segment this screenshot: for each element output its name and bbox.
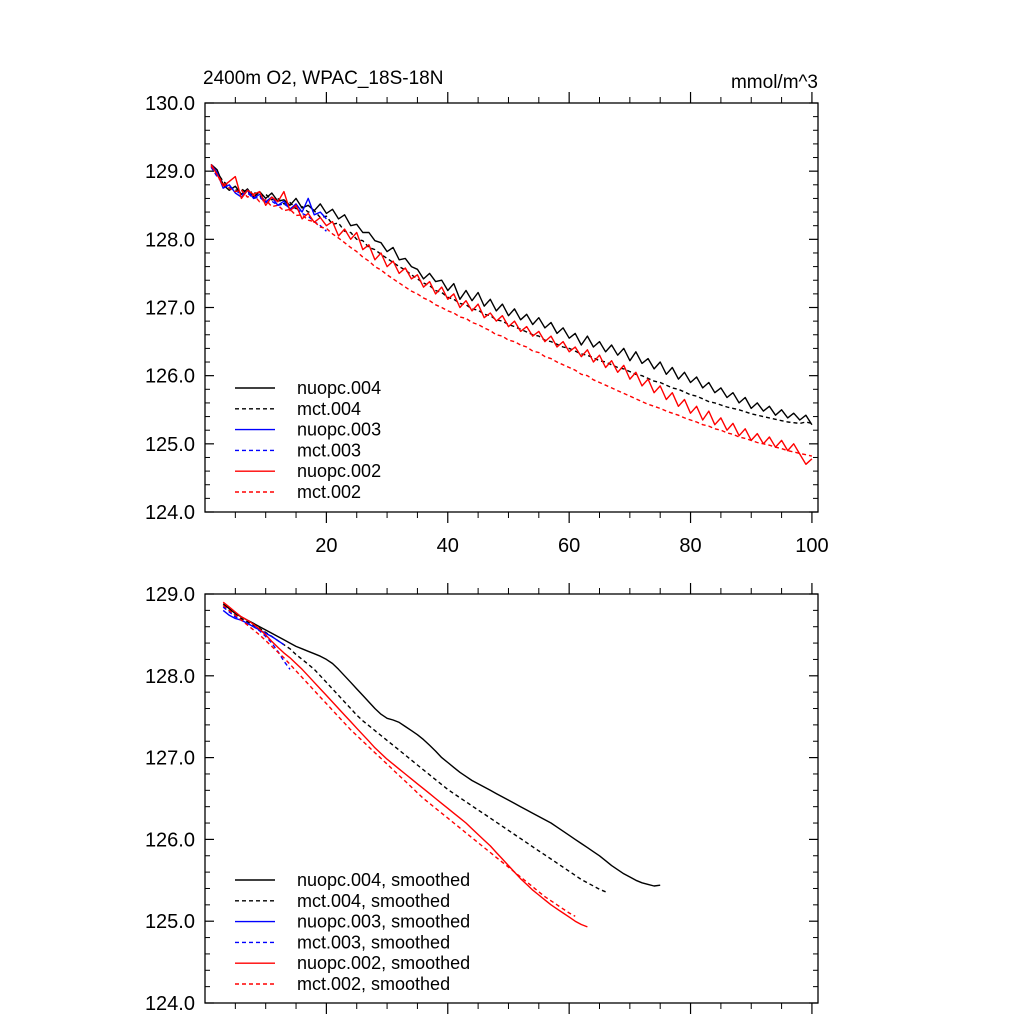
top-series-lines	[210, 163, 813, 465]
x-tick-label: 40	[437, 535, 459, 557]
legend-label-mct-004: mct.004	[297, 399, 361, 419]
y-tick-label: 128.0	[145, 229, 195, 251]
y-tick-label: 125.0	[145, 911, 195, 933]
series-line-nuopc-002	[210, 164, 813, 465]
legend-label-nuopc-004-smoothed: nuopc.004, smoothed	[297, 870, 470, 890]
series-line-mct-002	[210, 165, 813, 457]
bottom-panel: 124.0 125.0 126.0 127.0 128.0 129.0 nuopc.004…	[145, 583, 819, 1015]
legend-label-mct-003-smoothed: mct.003, smoothed	[297, 932, 450, 952]
chart-title: 2400m O2, WPAC_18S-18N	[203, 68, 443, 89]
series-line-nuopc-002-smoothed	[222, 601, 588, 928]
series-line-mct-002-smoothed	[222, 604, 576, 917]
series-line-mct-004-smoothed	[222, 604, 606, 893]
y-tick-label: 125.0	[145, 434, 195, 456]
y-tick-label: 129.0	[145, 161, 195, 183]
legend-label-mct-003: mct.003	[297, 440, 361, 460]
legend-label-nuopc-003-smoothed: nuopc.003, smoothed	[297, 912, 470, 932]
legend-label-nuopc-003: nuopc.003	[297, 420, 381, 440]
top-panel: 124.0 125.0 126.0 127.0 128.0 129.0 130.0 20 40 6…	[145, 92, 829, 557]
series-line-nuopc-003	[210, 163, 327, 220]
bottom-series-lines	[222, 601, 661, 928]
legend-label-mct-004-smoothed: mct.004, smoothed	[297, 891, 450, 911]
y-tick-label: 126.0	[145, 366, 195, 388]
y-tick-label: 127.0	[145, 748, 195, 770]
y-tick-label: 124.0	[145, 502, 195, 524]
x-tick-label: 80	[679, 535, 701, 557]
top-plot-frame	[204, 102, 819, 513]
y-tick-label: 130.0	[145, 93, 195, 115]
top-legend: nuopc.004mct.004nuopc.003mct.003nuopc.00…	[235, 378, 381, 502]
x-tick-label: 60	[558, 535, 580, 557]
legend-label-mct-002-smoothed: mct.002, smoothed	[297, 974, 450, 994]
bottom-axis-ticks: 124.0 125.0 126.0 127.0 128.0 129.0	[145, 583, 818, 1015]
legend-label-nuopc-002-smoothed: nuopc.002, smoothed	[297, 953, 470, 973]
x-tick-label: 100	[795, 535, 828, 557]
series-line-mct-004	[210, 165, 813, 425]
y-tick-label: 129.0	[145, 584, 195, 606]
x-tick-label: 20	[315, 535, 337, 557]
series-line-nuopc-003-smoothed	[222, 609, 285, 646]
legend-label-mct-002: mct.002	[297, 482, 361, 502]
top-axis-ticks: 124.0 125.0 126.0 127.0 128.0 129.0 130.0 20 40 6…	[145, 92, 829, 557]
y-tick-label: 127.0	[145, 298, 195, 320]
units-label: mmol/m^3	[731, 72, 818, 93]
legend-label-nuopc-004: nuopc.004	[297, 378, 381, 398]
series-line-nuopc-004-smoothed	[222, 603, 661, 887]
legend-label-nuopc-002: nuopc.002	[297, 461, 381, 481]
y-tick-label: 128.0	[145, 666, 195, 688]
y-tick-label: 126.0	[145, 829, 195, 851]
y-tick-label: 124.0	[145, 993, 195, 1015]
bottom-plot-frame	[204, 593, 819, 1004]
